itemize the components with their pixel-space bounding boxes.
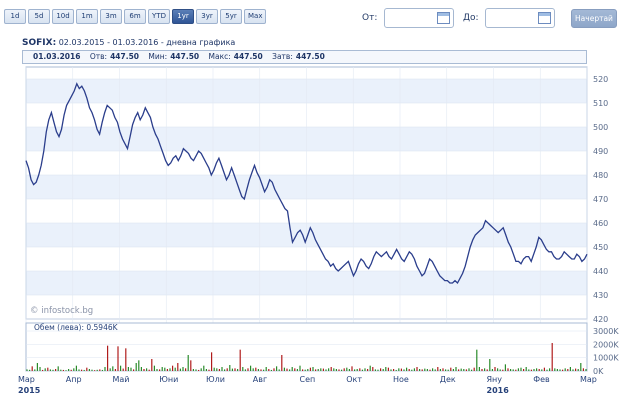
- to-date-input[interactable]: [485, 8, 555, 28]
- period-text: 02.03.2015 - 01.03.2016 - дневна графика: [58, 38, 236, 47]
- x-tick-label: Сеп: [300, 375, 316, 384]
- copyright-text: © infostock.bg: [30, 306, 93, 316]
- max-label: Макс:: [208, 52, 231, 61]
- x-tick-label: Май: [113, 375, 130, 384]
- max-value: 447.50: [233, 52, 263, 61]
- y-tick-label: 520: [593, 75, 608, 84]
- info-date: 01.03.2016: [33, 52, 81, 61]
- y-tick-label: 420: [593, 315, 608, 324]
- y-tick-label: 430: [593, 291, 608, 300]
- x-tick-label: Апр: [66, 375, 82, 384]
- y-tick-label: 480: [593, 171, 608, 180]
- ohlc-info-bar: 01.03.2016 Отв: 447.50 Мин: 447.50 Макс: 44…: [22, 50, 587, 64]
- y-tick-label: 490: [593, 147, 608, 156]
- volume-tick-label: 0K: [593, 367, 604, 376]
- from-date-input[interactable]: [384, 8, 454, 28]
- y-tick-label: 510: [593, 99, 608, 108]
- x-tick-label: Юли: [206, 375, 225, 384]
- index-name: SOFIX:: [22, 38, 57, 48]
- range-button-1m[interactable]: 1m: [76, 9, 98, 24]
- calendar-icon[interactable]: [538, 12, 551, 24]
- y-tick-label: 470: [593, 195, 608, 204]
- open-label: Отв:: [89, 52, 108, 61]
- range-button-5yr[interactable]: 5yr: [220, 9, 242, 24]
- range-button-5d[interactable]: 5d: [28, 9, 50, 24]
- range-button-ytd[interactable]: YTD: [148, 9, 170, 24]
- x-tick-label: Мар: [18, 375, 35, 384]
- chart-title: SOFIX: 02.03.2015 - 01.03.2016 - дневна …: [22, 38, 235, 48]
- volume-tick-label: 3000K: [593, 327, 619, 336]
- price-line: [25, 82, 588, 285]
- x-tick-label: Дек: [440, 375, 456, 384]
- range-button-max[interactable]: Max: [244, 9, 267, 24]
- volume-label: Обем (лева): 0.5946K: [34, 323, 119, 332]
- open-value: 447.50: [110, 52, 140, 61]
- draw-button[interactable]: Начертай: [571, 9, 617, 28]
- x-year-label: 2015: [18, 386, 41, 395]
- calendar-icon[interactable]: [437, 12, 450, 24]
- y-tick-label: 450: [593, 243, 608, 252]
- range-selector: 1d 5d 10d 1m 3m 6m YTD 1yr 3yr 5yr Max: [4, 9, 267, 24]
- volume-tick-label: 2000K: [593, 340, 619, 349]
- range-button-1d[interactable]: 1d: [4, 9, 26, 24]
- x-tick-label: Авг: [253, 375, 267, 384]
- y-tick-label: 440: [593, 267, 608, 276]
- close-value: 447.50: [295, 52, 325, 61]
- x-tick-label: Ное: [393, 375, 409, 384]
- from-label: От:: [362, 13, 378, 23]
- x-year-label: 2016: [487, 386, 510, 395]
- min-label: Мин:: [148, 52, 168, 61]
- x-tick-label: Мар: [580, 375, 597, 384]
- y-tick-label: 460: [593, 219, 608, 228]
- volume-tick-label: 1000K: [593, 354, 619, 363]
- x-tick-label: Окт: [346, 375, 362, 384]
- min-value: 447.50: [170, 52, 200, 61]
- range-button-10d[interactable]: 10d: [52, 9, 74, 24]
- range-button-1yr[interactable]: 1yr: [172, 9, 194, 24]
- to-label: До:: [463, 13, 479, 23]
- x-tick-label: Юни: [159, 375, 178, 384]
- range-button-3m[interactable]: 3m: [100, 9, 122, 24]
- close-label: Затв:: [272, 52, 293, 61]
- range-button-3yr[interactable]: 3yr: [196, 9, 218, 24]
- range-button-6m[interactable]: 6m: [124, 9, 146, 24]
- x-tick-label: Яну: [487, 375, 503, 384]
- x-tick-label: Фев: [533, 375, 550, 384]
- y-tick-label: 500: [593, 123, 608, 132]
